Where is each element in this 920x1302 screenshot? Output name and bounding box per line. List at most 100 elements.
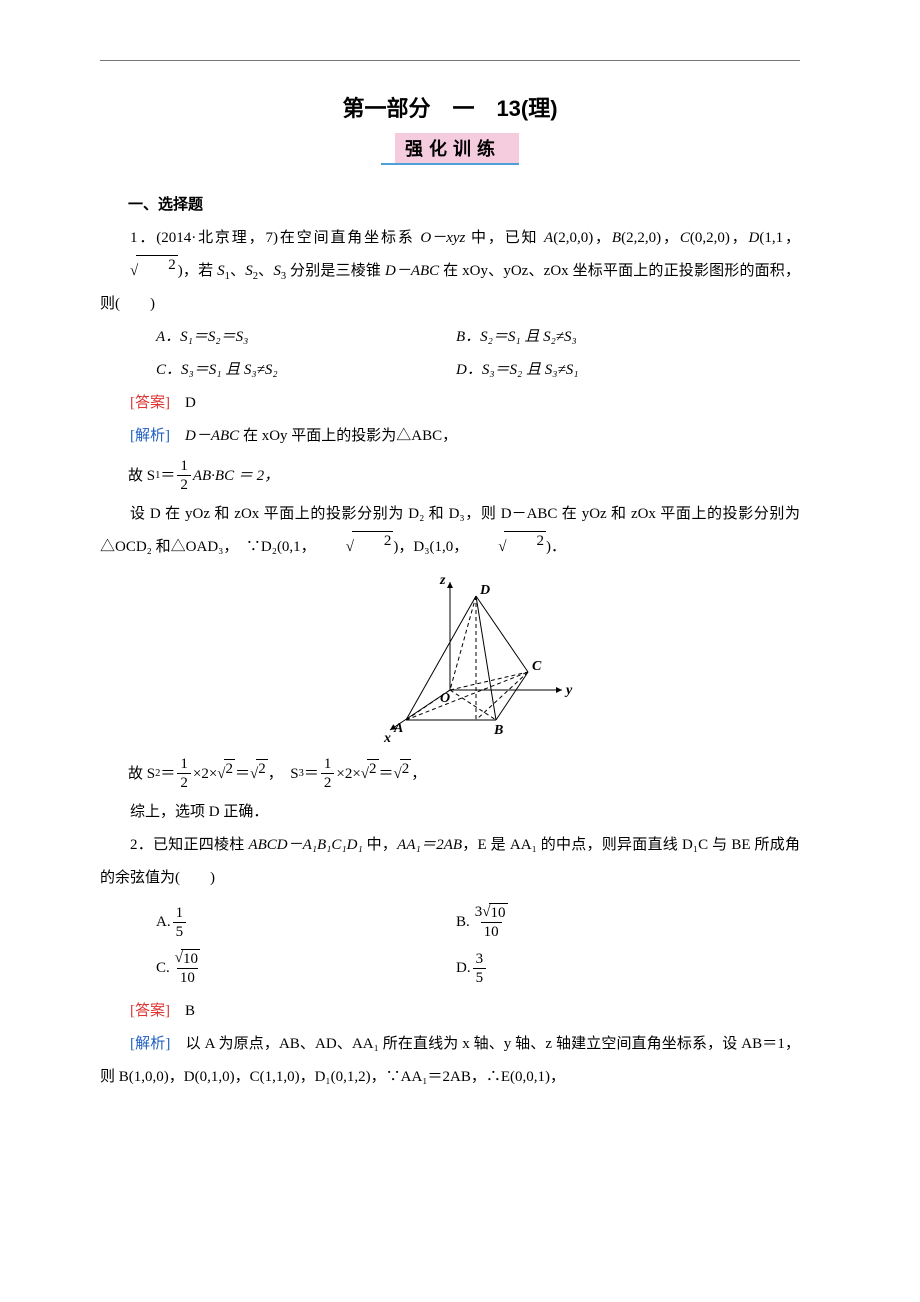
ana-l3b: )，D₃(1,0， [393, 539, 468, 555]
lbl-y: y [564, 683, 573, 698]
s1: S [217, 263, 225, 279]
q2c-d: 10 [177, 968, 198, 987]
frac-num: 1 [177, 457, 191, 475]
q2d-d: 5 [473, 968, 487, 987]
pt-b-c: (2,2,0)， [621, 230, 680, 246]
eq-mid: ＝ [160, 461, 175, 491]
q1-choices-row1: A．S₁＝S₂＝S₃ B．S₂＝S₁ 且 S₂≠S₃ [156, 321, 800, 354]
q1-eq1: 故 S1 ＝ 12AB·BC ＝ 2， [128, 457, 800, 494]
q1-stem: 1．(2014·北京理，7)在空间直角坐标系 O－xyz 中，已知 A(2,0,… [100, 222, 800, 321]
eq-pre: 故 S [128, 461, 155, 491]
q1-after-s: 分别是三棱锥 [286, 263, 385, 279]
sqrt-arg2: 2 [352, 531, 394, 550]
q1-analysis-l3: 设 D 在 yOz 和 zOx 平面上的投影分别为 D₂ 和 D₃，则 D－AB… [100, 498, 800, 564]
top-rule [100, 60, 800, 61]
sqrt6: 2 [361, 759, 379, 789]
n3: 1 [321, 755, 335, 773]
q1-answer: D [185, 395, 196, 411]
tetrahedron-diagram-icon: O A B C D x y z [310, 572, 590, 742]
eq2-comma: ， S [268, 759, 299, 789]
q2d-lbl: D. [456, 960, 471, 977]
sa7: 2 [400, 759, 412, 778]
lbl-z: z [439, 573, 446, 588]
lbl-b: B [493, 723, 503, 738]
q2a-frac: 15 [173, 904, 187, 941]
ana-l1b: 在 xOy 平面上的投影为△ABC， [239, 428, 457, 444]
q2b-d: 10 [481, 922, 502, 941]
q1-answer-line: [答案] D [100, 387, 800, 420]
q2a-lbl: A. [156, 914, 171, 931]
q2b-n: 310 [472, 903, 511, 922]
tetra: D－ABC [385, 263, 439, 279]
ana-l3c: )． [546, 539, 566, 555]
q2-choices-row1: A. 15 B. 31010 [156, 903, 800, 941]
q1-eq2: 故 S2 ＝ 12×2×2 ＝ 2， S3 ＝ 12×2×2 ＝ 2， [128, 755, 800, 792]
d2: 2 [177, 773, 191, 792]
q1-diagram: O A B C D x y z [100, 572, 800, 747]
q1-choices-row2: C．S₃＝S₁ 且 S₃≠S₂ D．S₃＝S₂ 且 S₃≠S₁ [156, 354, 800, 387]
pt-a-c: (2,0,0)， [553, 230, 612, 246]
q2a-d: 5 [173, 922, 187, 941]
q2-ana-1: 以 A 为原点，AB、AD、AA₁ 所在直线为 x 轴、y 轴、z 轴建立空间直… [100, 1036, 800, 1085]
o-xyz: O－xyz [420, 230, 465, 246]
page-title: 第一部分 一 13(理) [100, 91, 800, 123]
eq2-pre: 故 S [128, 759, 155, 789]
q2-choice-b: B. 31010 [456, 903, 800, 941]
frac-half3: 12 [321, 755, 335, 792]
pt-c-c: (0,2,0)， [690, 230, 749, 246]
n2: 1 [177, 755, 191, 773]
sqrt-arg3: 2 [504, 531, 546, 550]
q1-analysis-last: 综上，选项 D 正确． [100, 796, 800, 829]
eq2-end: ， [411, 759, 426, 789]
d3: 2 [321, 773, 335, 792]
q1-choice-c: C．S₃＝S₁ 且 S₃≠S₂ [156, 354, 456, 387]
ana-tetra: D－ABC [185, 428, 239, 444]
frac-den: 2 [177, 475, 191, 494]
q1-analysis-l1: [解析] D－ABC 在 xOy 平面上的投影为△ABC， [100, 420, 800, 453]
q2-a: 2．已知正四棱柱 [130, 837, 248, 853]
lbl-a: A [393, 721, 403, 736]
q1-choice-a: A．S₁＝S₂＝S₃ [156, 321, 456, 354]
pt-d: D [749, 230, 760, 246]
q2c-n: 10 [172, 949, 203, 968]
sqrt-icon: 2 [100, 255, 178, 288]
lbl-d: D [479, 583, 490, 598]
section-heading: 一、选择题 [128, 193, 800, 214]
sa6: 2 [367, 759, 379, 778]
q2-choice-a: A. 15 [156, 904, 456, 941]
q2c-lbl: C. [156, 960, 170, 977]
sa5: 2 [256, 759, 268, 778]
q2c-frac: 1010 [172, 949, 203, 987]
subtitle-wrap: 强化训练 [100, 133, 800, 165]
eq2-eq: ＝ [235, 759, 250, 789]
answer-label2: [答案] [130, 1003, 170, 1019]
q2d-n: 3 [473, 950, 487, 968]
sqrt4: 2 [217, 759, 235, 789]
analysis-label: [解析] [130, 428, 170, 444]
q2b-lbl: B. [456, 914, 470, 931]
lbl-o: O [440, 691, 450, 706]
sqrt-arg: 2 [136, 255, 178, 274]
pt-c: C [680, 230, 690, 246]
eq2-times: ×2× [193, 759, 217, 789]
eq2-eq2: ＝ [379, 759, 394, 789]
s2: S [245, 263, 253, 279]
pt-a: A [544, 230, 553, 246]
q2d-frac: 35 [473, 950, 487, 987]
lbl-c: C [532, 659, 542, 674]
q2-prism: ABCD－A₁B₁C₁D₁ [248, 837, 362, 853]
page-subtitle: 强化训练 [381, 133, 519, 165]
q2-analysis: [解析] 以 A 为原点，AB、AD、AA₁ 所在直线为 x 轴、y 轴、z 轴… [100, 1028, 800, 1094]
sqrt-icon3: 2 [468, 531, 546, 564]
sqrt-icon2: 2 [316, 531, 394, 564]
q2-choices-row2: C. 1010 D. 35 [156, 949, 800, 987]
pt-d-close: )，若 [178, 263, 217, 279]
q2-choice-c: C. 1010 [156, 949, 456, 987]
q2-choice-d: D. 35 [456, 950, 800, 987]
answer-label: [答案] [130, 395, 170, 411]
q2-stem: 2．已知正四棱柱 ABCD－A₁B₁C₁D₁ 中，AA₁＝2AB，E 是 AA₁… [100, 829, 800, 895]
eq-post: AB·BC ＝ 2， [193, 461, 279, 491]
q2b-sa: 10 [489, 903, 508, 922]
q2-answer-line: [答案] B [100, 995, 800, 1028]
pt-d-open: (1,1， [759, 230, 800, 246]
